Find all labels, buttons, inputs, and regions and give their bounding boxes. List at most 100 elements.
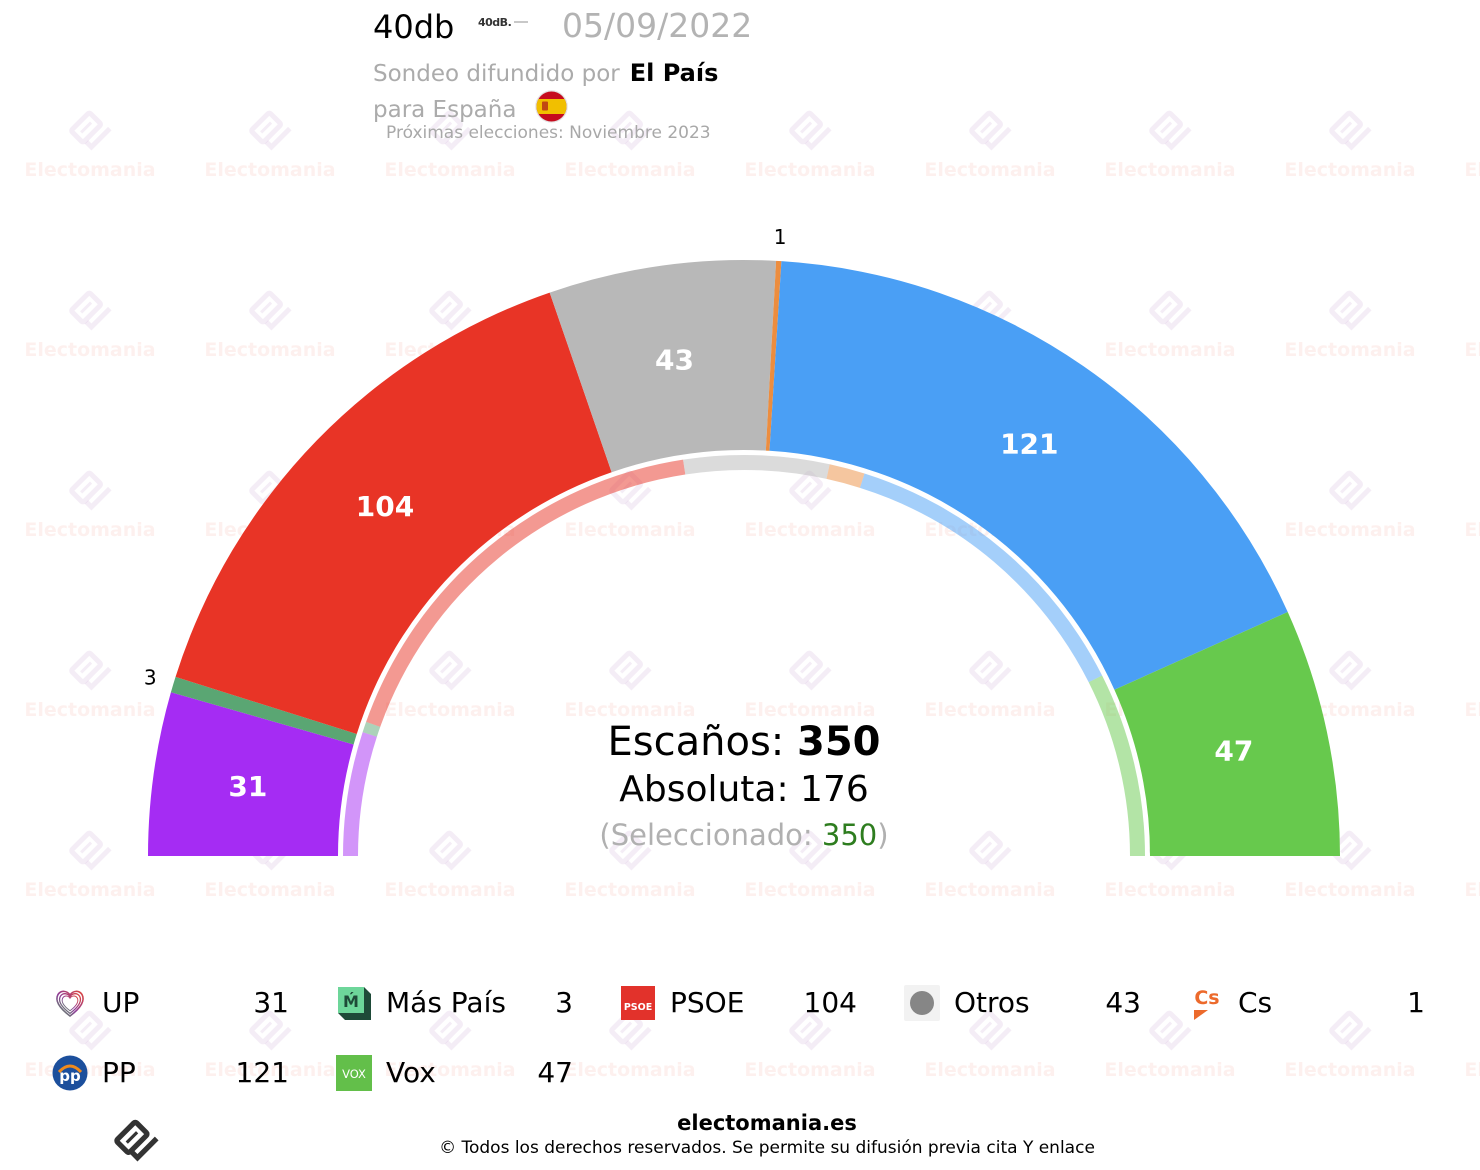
watermark: Electomania: [1440, 108, 1480, 188]
outer-ring-segment-mas-pais[interactable]: [170, 676, 357, 745]
legend-value: 121: [235, 1056, 289, 1089]
seats-value: 350: [796, 719, 881, 765]
watermark: Electomania: [540, 828, 720, 908]
watermark-text: Electomania: [1284, 879, 1416, 901]
legend-label: PP: [102, 1056, 136, 1089]
watermark-text: Electomania: [204, 879, 336, 901]
watermark-text: Electomania: [744, 1059, 876, 1081]
watermark-text: Electomania: [1104, 159, 1236, 181]
watermark-text: Electomania: [1104, 339, 1236, 361]
legend-label: Más País: [386, 986, 506, 1019]
watermark-text: Electomania: [744, 519, 876, 541]
segment-label-otros: 43: [655, 343, 694, 376]
legend-item-up[interactable]: UP 31: [50, 985, 334, 1021]
inner-ring-segment-mas-pais[interactable]: [362, 721, 381, 737]
watermark-text: Electomania: [924, 159, 1056, 181]
selected-open: (Seleccionado:: [599, 818, 822, 852]
watermark: Electomania: [1080, 828, 1260, 908]
pollster-logo-bar: [514, 21, 529, 23]
watermark: Electomania: [1440, 288, 1480, 368]
outer-ring-segment-up[interactable]: [148, 692, 354, 856]
watermark: Electomania: [1260, 108, 1440, 188]
watermark-text: Electomania: [1104, 879, 1236, 901]
watermark: Electomania: [720, 108, 900, 188]
mas-pais-icon: Ḿ: [338, 987, 371, 1020]
source-prefix: Sondeo difundido por: [373, 61, 620, 87]
outer-ring-segment-cs[interactable]: [765, 260, 782, 451]
watermark: Electomania: [900, 648, 1080, 728]
footer-site: electomania.es: [677, 1111, 857, 1135]
watermark-text: Electomania: [744, 159, 876, 181]
watermark: Electomania: [180, 1008, 360, 1088]
legend-label: UP: [102, 986, 140, 1019]
watermark-text: Electomania: [1464, 699, 1480, 721]
legend-value: 47: [537, 1056, 573, 1089]
watermark: Electomania: [360, 828, 540, 908]
watermark: Electomania: [1080, 1008, 1260, 1088]
otros-circle-icon: [904, 985, 940, 1021]
watermark: Electomania: [1440, 828, 1480, 908]
legend-item-vox[interactable]: VOX Vox 47: [334, 1055, 618, 1091]
outer-ring: [148, 259, 1340, 856]
watermark: Electomania: [180, 288, 360, 368]
inner-ring-segment-otros[interactable]: [683, 455, 830, 479]
watermark-text: Electomania: [24, 699, 156, 721]
source-name: El País: [629, 59, 719, 87]
watermark: Electomania: [1260, 468, 1440, 548]
poll-date: 05/09/2022: [562, 6, 753, 45]
watermark-text: Electomania: [1464, 519, 1480, 541]
cs-icon: Cs: [1194, 987, 1220, 1020]
watermark-text: Electomania: [564, 519, 696, 541]
majority-value: 176: [800, 769, 869, 810]
outer-ring-segment-otros[interactable]: [549, 259, 777, 473]
psoe-icon-text: PSOE: [624, 1002, 652, 1013]
segment-labels: 31 3 104 43 1 121 47: [144, 225, 1254, 803]
watermark-text: Electomania: [1284, 519, 1416, 541]
watermark-text: Electomania: [564, 159, 696, 181]
pollster-logo: 40dB.: [478, 12, 529, 32]
watermark-text: Electomania: [204, 159, 336, 181]
watermark-text: Electomania: [744, 879, 876, 901]
legend-item-otros[interactable]: Otros 43: [902, 985, 1186, 1021]
watermark: Electomania: [0, 288, 180, 368]
legend-value: 3: [555, 986, 573, 1019]
selected-seats: (Seleccionado: 350): [0, 818, 1480, 852]
watermark: Electomania: [1080, 108, 1260, 188]
legend-item-psoe[interactable]: PSOE PSOE 104: [618, 985, 902, 1021]
outer-ring-segment-vox[interactable]: [1114, 611, 1340, 856]
legend-label: Vox: [386, 1056, 436, 1089]
watermark-text: Electomania: [1104, 1059, 1236, 1081]
legend-item-mas-pais[interactable]: Ḿ Más País 3: [334, 985, 618, 1021]
watermark-text: Electomania: [924, 1059, 1056, 1081]
segment-label-cs: 1: [774, 225, 787, 249]
watermark: Electomania: [900, 108, 1080, 188]
watermark: Electomania: [360, 648, 540, 728]
total-seats: Escaños: 350: [0, 719, 1480, 765]
watermark-text: Electomania: [204, 339, 336, 361]
selected-close: ): [877, 818, 889, 852]
legend-value: 31: [253, 986, 289, 1019]
majority-label: Absoluta:: [619, 769, 801, 810]
legend-item-cs[interactable]: Cs Cs 1: [1186, 985, 1470, 1021]
outer-ring-segment-psoe[interactable]: [175, 292, 612, 735]
legend-item-pp[interactable]: pp PP 121: [50, 1055, 334, 1091]
watermark: Electomania: [540, 468, 720, 548]
watermark: Electomania: [540, 1008, 720, 1088]
watermark: Electomania: [0, 828, 180, 908]
outer-ring-segment-pp[interactable]: [769, 261, 1288, 690]
inner-ring: [343, 455, 1145, 856]
inner-ring-segment-cs[interactable]: [826, 464, 865, 488]
watermark-text: Electomania: [564, 699, 696, 721]
footer-copyright: © Todos los derechos reservados. Se perm…: [439, 1138, 1095, 1158]
seats-label: Escaños:: [607, 719, 797, 765]
watermark-text: Electomania: [1464, 879, 1480, 901]
pp-icon: pp: [52, 1055, 88, 1091]
inner-ring-segment-pp[interactable]: [859, 473, 1103, 683]
watermark-text: Electomania: [564, 1059, 696, 1081]
watermark-text: Electomania: [1464, 339, 1480, 361]
inner-ring-segment-vox[interactable]: [1088, 675, 1145, 856]
absolute-majority: Absoluta: 176: [0, 769, 1480, 811]
watermark: Electomania: [1440, 648, 1480, 728]
inner-ring-segment-up[interactable]: [343, 732, 377, 856]
